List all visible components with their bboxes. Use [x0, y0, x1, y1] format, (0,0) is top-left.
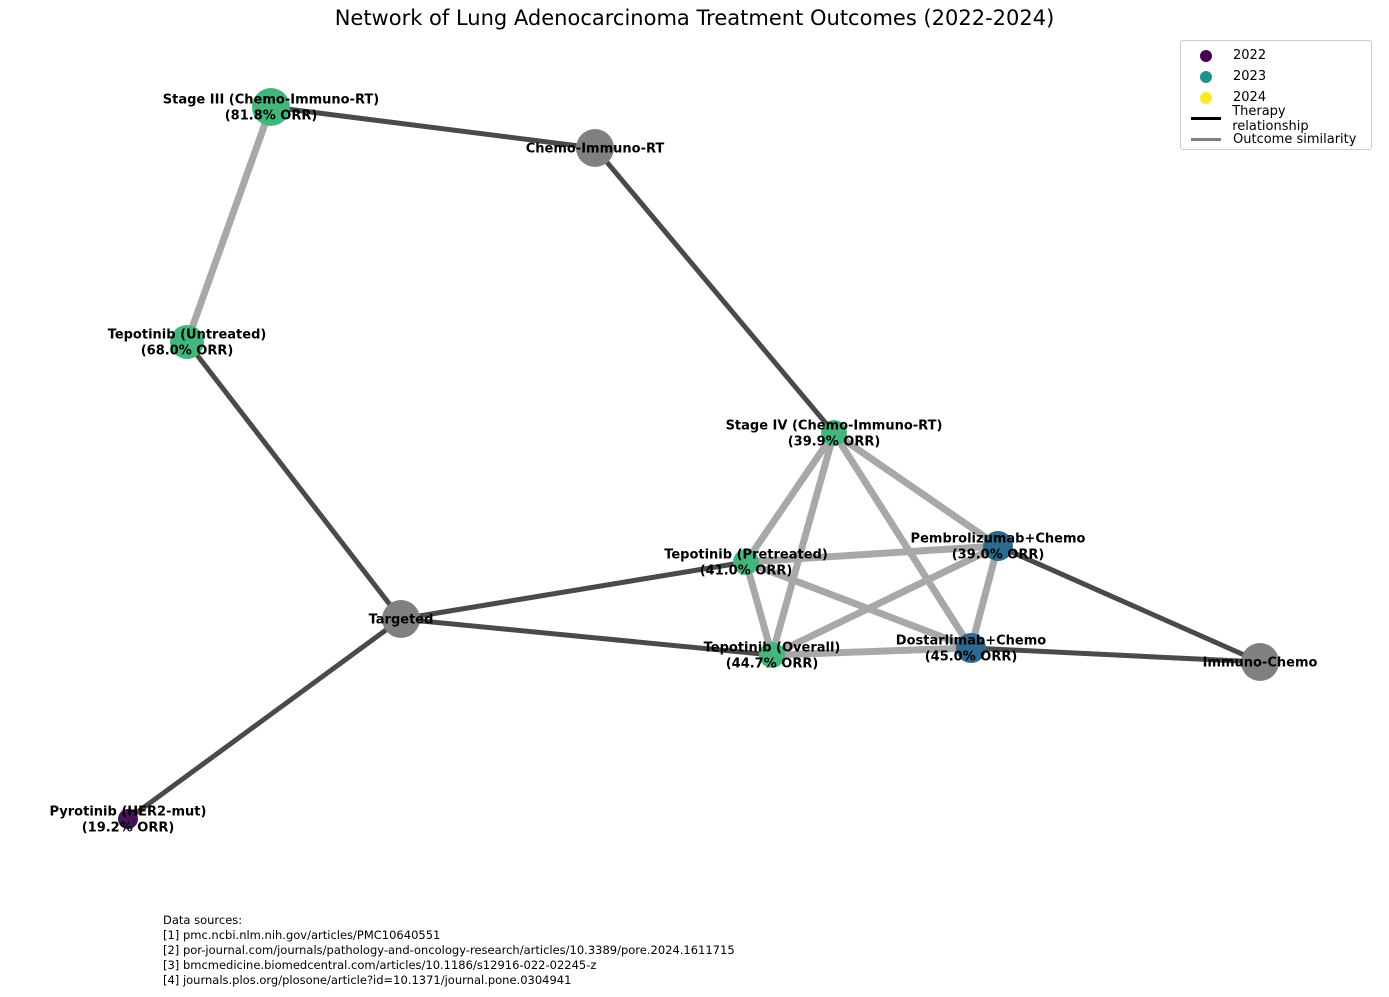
node-tep-untreated [170, 325, 204, 359]
legend-item-2023: 2023 [1189, 66, 1363, 87]
legend-dot-2024 [1200, 91, 1212, 104]
legend-label: 2022 [1233, 48, 1267, 63]
node-label-tep-overall: Tepotinib (Overall) (44.7% ORR) [704, 641, 841, 672]
edge-targeted-tep-overall [400, 616, 773, 658]
node-chemo-immuno-rt [576, 129, 614, 167]
node-label-chemo-immuno-rt: Chemo-Immuno-RT [526, 142, 665, 157]
legend-label: Outcome similarity [1233, 132, 1357, 147]
node-pembro [983, 531, 1013, 561]
edge-tep-pretreated-tep-overall [742, 561, 776, 656]
node-label-tep-pretreated: Tepotinib (Pretreated) (41.0% ORR) [664, 548, 828, 579]
legend-line-therapy [1190, 117, 1221, 120]
node-layer [118, 88, 1279, 829]
node-label-targeted: Targeted [369, 613, 434, 628]
legend-item-similarity: Outcome similarity [1189, 129, 1363, 150]
source-line: [4] journals.plos.org/plosone/article?id… [163, 973, 572, 987]
edge-targeted-tep-pretreated [400, 559, 747, 622]
legend-dot-2022 [1200, 49, 1212, 62]
legend-label: 2023 [1233, 69, 1267, 84]
legend-line-similarity [1191, 138, 1221, 141]
edge-layer [126, 104, 1262, 822]
edge-dostarlimab-immuno-chemo [970, 645, 1261, 665]
legend-item-2024: 2024 [1189, 87, 1363, 108]
node-label-stage4: Stage IV (Chemo-Immuno-RT) (39.9% ORR) [726, 419, 943, 450]
edge-tep-pretreated-pembro [745, 542, 999, 566]
node-pyrotinib [118, 809, 138, 829]
node-dostarlimab [956, 633, 986, 663]
edge-pembro-immuno-chemo [996, 543, 1262, 665]
edge-stage4-tep-overall [768, 432, 838, 656]
legend: 2022 2023 2024 Therapy relationship Outc… [1180, 40, 1372, 150]
edge-stage3-tep-untreated [183, 105, 275, 344]
source-line: [3] bmcmedicine.biomedcentral.com/articl… [163, 958, 597, 972]
edge-chemo-immuno-rt-stage4 [593, 146, 836, 435]
legend-item-2022: 2022 [1189, 45, 1363, 66]
source-line: [1] pmc.ncbi.nlm.nih.gov/articles/PMC106… [163, 928, 441, 942]
source-line: [2] por-journal.com/journals/pathology-a… [163, 943, 735, 957]
legend-item-therapy: Therapy relationship [1189, 104, 1363, 134]
node-tep-pretreated [733, 549, 759, 575]
node-stage3 [252, 88, 290, 126]
node-label-stage3: Stage III (Chemo-Immuno-RT) (81.8% ORR) [163, 93, 379, 124]
node-immuno-chemo [1241, 643, 1279, 681]
label-layer: Stage III (Chemo-Immuno-RT) (81.8% ORR) Ch… [50, 93, 1318, 836]
edge-stage4-tep-pretreated [743, 431, 837, 564]
chart-title: Network of Lung Adenocarcinoma Treatment… [334, 6, 1055, 30]
node-stage4 [821, 420, 847, 446]
node-label-immuno-chemo: Immuno-Chemo [1203, 656, 1318, 671]
data-sources: Data sources: [1] pmc.ncbi.nlm.nih.gov/a… [163, 913, 735, 988]
edge-tep-overall-dostarlimab [771, 644, 972, 659]
node-label-pembro: Pembrolizumab+Chemo (39.0% ORR) [911, 532, 1086, 563]
legend-dot-2023 [1200, 70, 1212, 83]
edge-stage4-pembro [832, 430, 1000, 549]
node-label-tep-untreated: Tepotinib (Untreated) (68.0% ORR) [108, 328, 267, 359]
node-label-pyrotinib: Pyrotinib (HER2-mut) (19.2% ORR) [50, 805, 207, 836]
edge-tep-overall-pembro [770, 542, 1000, 659]
edge-tep-untreated-targeted [185, 340, 403, 621]
node-label-dostarlimab: Dostarlimab+Chemo (45.0% ORR) [896, 634, 1046, 665]
node-tep-overall [759, 642, 785, 668]
edge-pembro-dostarlimab [967, 545, 1002, 649]
node-targeted [382, 600, 420, 638]
sources-heading: Data sources: [163, 913, 243, 927]
legend-label: Therapy relationship [1232, 103, 1309, 134]
edge-targeted-pyrotinib [126, 616, 403, 822]
legend-label: 2024 [1233, 90, 1267, 105]
edge-stage4-dostarlimab [831, 431, 974, 650]
edge-tep-pretreated-dostarlimab [744, 558, 973, 652]
edge-stage3-chemo-immuno-rt [270, 104, 596, 151]
